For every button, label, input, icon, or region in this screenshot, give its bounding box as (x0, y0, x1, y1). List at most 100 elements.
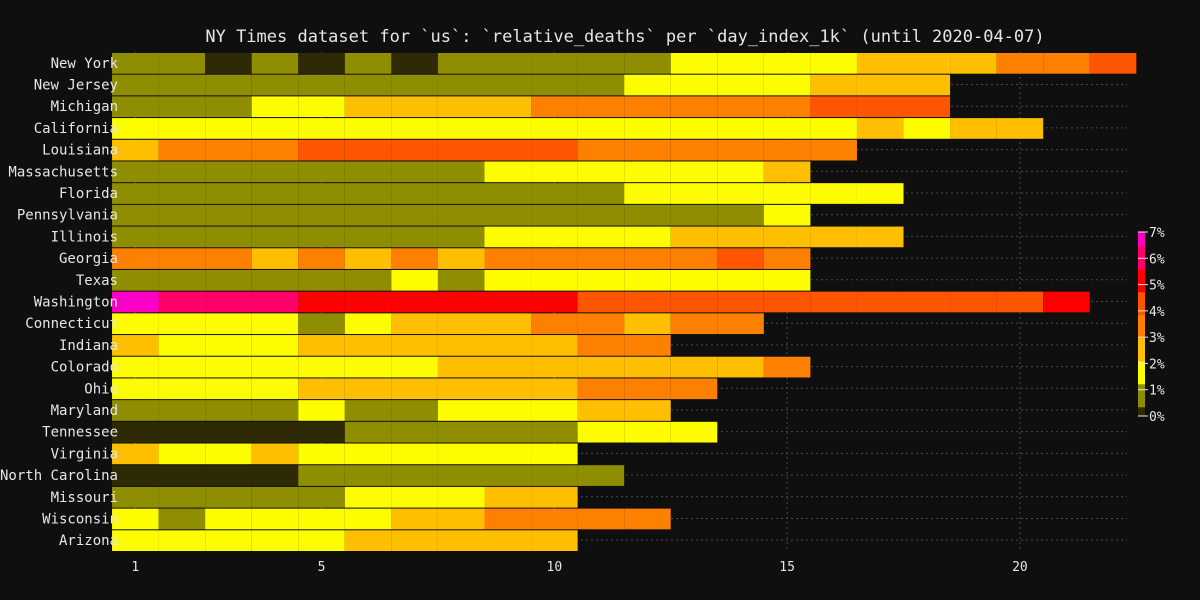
heatmap-cell (391, 291, 438, 313)
heatmap-cell (763, 269, 811, 291)
heatmap-cell (344, 74, 392, 96)
heatmap-cell (112, 204, 159, 226)
heatmap-cell (531, 486, 578, 508)
y-tick-label: Colorado (51, 360, 118, 376)
heatmap-cell (763, 248, 811, 269)
heatmap-cell (810, 183, 857, 204)
heatmap-cell (437, 183, 485, 204)
x-tick-label: 1 (131, 560, 139, 575)
heatmap-cell (298, 269, 345, 291)
heatmap-cell (158, 118, 206, 139)
heatmap-cell (251, 183, 299, 204)
heatmap-cell (205, 161, 252, 183)
legend-swatch (1138, 393, 1145, 399)
heatmap-cell (437, 313, 485, 335)
heatmap-cell (531, 161, 578, 183)
heatmap-cell (763, 118, 811, 139)
heatmap-cell (624, 204, 671, 226)
legend-swatch (1138, 268, 1145, 274)
heatmap-cell (391, 421, 438, 443)
heatmap-cell (298, 183, 345, 204)
y-tick-label: Florida (59, 186, 118, 202)
y-tick-label: Missouri (51, 490, 118, 506)
legend-swatch (1138, 241, 1145, 247)
legend-swatch (1138, 264, 1145, 270)
heatmap-cell (624, 161, 671, 183)
heatmap-cell (624, 356, 671, 378)
legend-swatch (1138, 291, 1145, 297)
heatmap-cell (344, 53, 392, 74)
legend-swatch (1138, 351, 1145, 357)
heatmap-cell (531, 508, 578, 530)
heatmap-cell (484, 486, 532, 508)
heatmap-cell (670, 118, 718, 139)
heatmap-cell (251, 356, 299, 378)
legend-swatch (1138, 232, 1145, 238)
heatmap-cell (437, 96, 485, 118)
heatmap-cell (484, 204, 532, 226)
heatmap-cell (717, 139, 764, 161)
heatmap-cell (531, 248, 578, 269)
heatmap-cell (437, 530, 485, 551)
heatmap-cell (670, 269, 718, 291)
heatmap-cell (298, 248, 345, 269)
heatmap-cell (717, 74, 764, 96)
legend-swatch (1138, 406, 1145, 412)
heatmap-cell (437, 443, 485, 465)
heatmap-cell (205, 183, 252, 204)
y-tick-label: Louisiana (42, 143, 118, 159)
heatmap-cell (112, 74, 159, 96)
heatmap-cell (717, 204, 764, 226)
heatmap-cell (903, 53, 951, 74)
y-tick-label: Illinois (51, 229, 118, 245)
heatmap-cell (112, 486, 159, 508)
heatmap-cell (112, 118, 159, 139)
heatmap-cell (298, 313, 345, 335)
heatmap-cell (391, 53, 438, 74)
heatmap-cell (856, 53, 904, 74)
heatmap-cell (577, 226, 625, 248)
heatmap-cell (251, 139, 299, 161)
heatmap-cell (810, 118, 857, 139)
legend-swatch (1138, 273, 1145, 279)
heatmap-cell (437, 269, 485, 291)
heatmap-cell (158, 53, 206, 74)
heatmap-cell (484, 465, 532, 486)
heatmap-cell (158, 356, 206, 378)
heatmap-cell (344, 378, 392, 400)
heatmap-cell (112, 335, 159, 356)
heatmap-cell (670, 291, 718, 313)
heatmap-cell (437, 356, 485, 378)
heatmap-cell (158, 465, 206, 486)
y-tick-label: New Jersey (34, 78, 118, 94)
heatmap-cell (810, 291, 857, 313)
heatmap-cell (112, 161, 159, 183)
heatmap-cell (112, 53, 159, 74)
heatmap-cell (763, 74, 811, 96)
heatmap-cell (531, 313, 578, 335)
y-tick-label: Pennsylvania (17, 208, 118, 224)
heatmap-cell (437, 248, 485, 269)
heatmap-cell (577, 183, 625, 204)
heatmap-cell (903, 96, 951, 118)
heatmap-cell (158, 248, 206, 269)
heatmap-cell (205, 291, 252, 313)
heatmap-cell (437, 204, 485, 226)
legend-swatch (1138, 287, 1145, 293)
heatmap-cell (158, 139, 206, 161)
heatmap-cell (298, 530, 345, 551)
heatmap-cell (112, 421, 159, 443)
heatmap-cell (484, 508, 532, 530)
heatmap-cell (624, 74, 671, 96)
heatmap-cell (158, 74, 206, 96)
heatmap-cell (391, 486, 438, 508)
heatmap-cell (531, 204, 578, 226)
heatmap-cell (670, 248, 718, 269)
heatmap-cell (251, 269, 299, 291)
heatmap-cell (624, 400, 671, 421)
heatmap-cell (298, 291, 345, 313)
heatmap-cell (531, 421, 578, 443)
heatmap-cell (484, 161, 532, 183)
heatmap-cell (298, 443, 345, 465)
heatmap-cell (903, 291, 951, 313)
